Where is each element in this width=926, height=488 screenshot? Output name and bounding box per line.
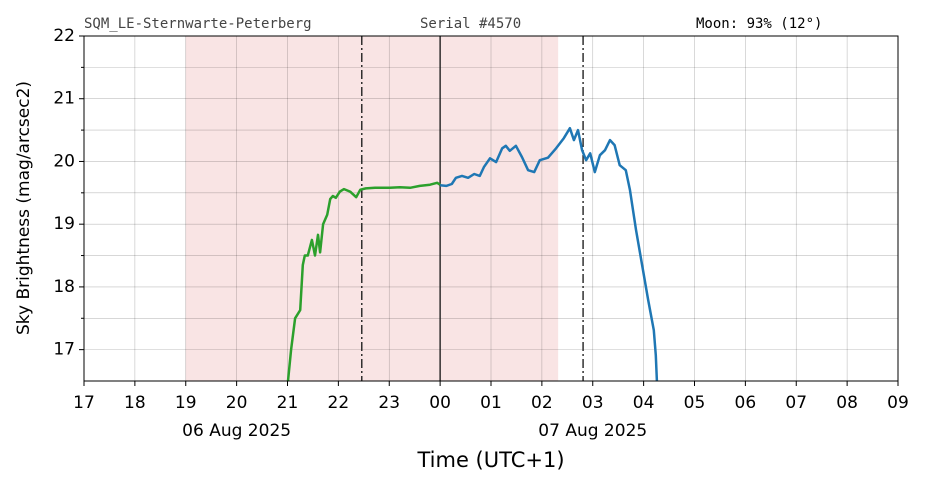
header-right: Moon: 93% (12°) bbox=[696, 16, 822, 32]
y-tick-label: 17 bbox=[53, 340, 75, 360]
night-span bbox=[185, 36, 559, 381]
x-tick-label: 06 bbox=[735, 393, 757, 413]
x-tick-label: 04 bbox=[633, 393, 655, 413]
y-tick-label: 21 bbox=[53, 89, 75, 109]
x-tick-label: 05 bbox=[684, 393, 706, 413]
date-annotation: 06 Aug 2025 bbox=[182, 421, 291, 441]
y-tick-label: 19 bbox=[53, 214, 75, 234]
x-axis-label: Time (UTC+1) bbox=[416, 448, 564, 472]
y-axis-label: Sky Brightness (mag/arcsec2) bbox=[14, 81, 34, 335]
y-tick-label: 20 bbox=[53, 151, 75, 171]
x-tick-label: 20 bbox=[226, 393, 248, 413]
x-tick-label: 00 bbox=[429, 393, 451, 413]
x-tick-label: 03 bbox=[582, 393, 604, 413]
data-line bbox=[286, 181, 441, 382]
y-tick-label: 18 bbox=[53, 277, 75, 297]
x-tick-label: 08 bbox=[836, 393, 858, 413]
plot-frame bbox=[83, 35, 899, 382]
date-annotation: 07 Aug 2025 bbox=[538, 421, 647, 441]
data-line bbox=[439, 126, 659, 382]
header-left: SQM_LE-Sternwarte-Peterberg bbox=[84, 16, 312, 32]
x-tick-label: 19 bbox=[175, 393, 197, 413]
y-tick-label: 22 bbox=[53, 26, 75, 46]
x-tick-label: 18 bbox=[124, 393, 146, 413]
x-tick-label: 23 bbox=[378, 393, 400, 413]
x-tick-label: 02 bbox=[531, 393, 553, 413]
x-tick-label: 07 bbox=[785, 393, 807, 413]
x-tick-label: 01 bbox=[480, 393, 502, 413]
x-tick-label: 09 bbox=[887, 393, 909, 413]
x-tick-label: 22 bbox=[328, 393, 350, 413]
x-tick-label: 17 bbox=[73, 393, 95, 413]
header-center: Serial #4570 bbox=[420, 16, 521, 32]
x-tick-label: 21 bbox=[277, 393, 299, 413]
